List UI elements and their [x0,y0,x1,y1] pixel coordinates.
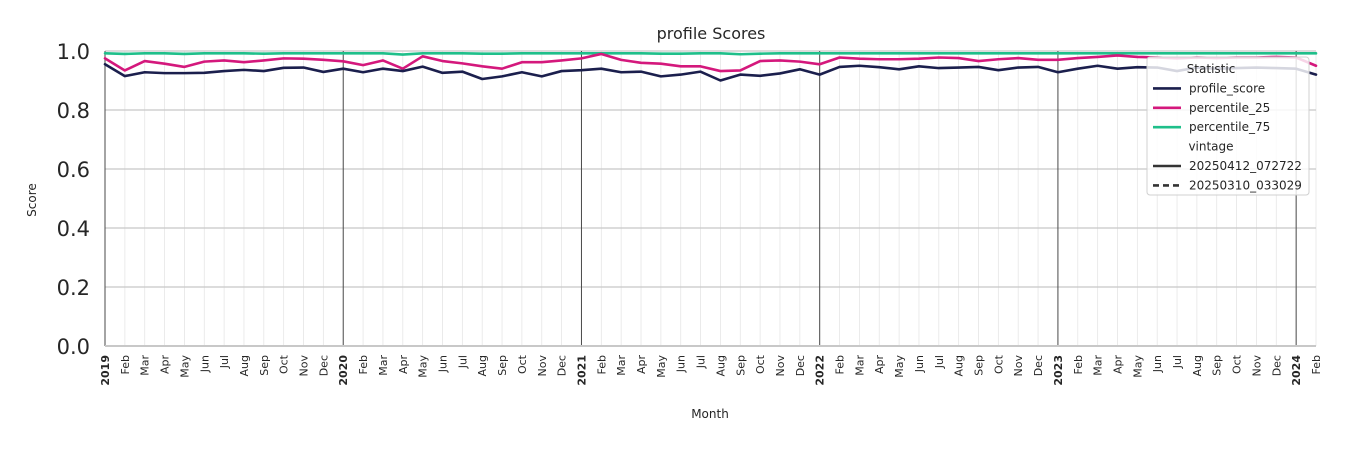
x-tick-label: Dec [1032,355,1045,376]
x-tick-label: Aug [1191,355,1204,376]
x-tick-label: Aug [238,355,251,376]
x-tick-label: Oct [1231,354,1244,374]
x-tick-label: Oct [516,354,529,374]
legend-entry-label: 20250412_072722 [1189,159,1302,173]
y-axis-label: Score [25,183,39,217]
legend-entry-label: percentile_75 [1189,120,1270,134]
x-tick-label: Nov [298,355,311,377]
grid [104,50,1317,347]
x-tick-label: Sep [1211,355,1224,376]
x-tick-label-year: 2019 [99,355,112,386]
series-line-percentile-25 [103,52,1318,73]
y-tick-label: 0.0 [57,335,90,359]
x-tick-label: May [417,355,430,378]
legend-box [1146,56,1310,196]
x-tick-label: Aug [476,355,489,376]
x-tick-label: Nov [774,355,787,377]
legend-header: vintage [1188,140,1233,154]
x-tick-label: Feb [357,355,370,374]
x-tick-label: Nov [1250,355,1263,377]
series-lines [103,52,1318,82]
x-tick-labels: 2019 Feb Mar Apr May Jun Jul Aug Sep Oct Nov Dec 202… [99,354,1323,385]
x-tick-label: Oct [992,354,1005,374]
x-tick-label: May [655,355,668,378]
legend-header: Statistic [1187,62,1236,76]
x-axis-label: Month [691,407,729,421]
x-tick-label: Jun [198,355,211,373]
x-tick-label-year: 2022 [814,355,827,386]
x-tick-label: Aug [714,355,727,376]
x-tick-label: Jun [436,355,449,373]
x-tick-label: May [178,355,191,378]
y-tick-label: 0.6 [57,158,90,182]
legend-entry-label: percentile_25 [1189,101,1270,115]
y-tick-labels: 0.0 0.2 0.4 0.6 0.8 1.0 [57,40,90,359]
x-tick-label: Sep [973,355,986,376]
x-tick-label: Oct [754,354,767,374]
x-tick-label: Sep [496,355,509,376]
x-tick-label: Apr [159,355,172,375]
x-tick-label: Feb [595,355,608,374]
x-tick-label: Jul [933,355,946,369]
x-tick-label: Oct [278,354,291,374]
x-tick-label: Dec [1270,355,1283,376]
x-tick-label-year: 2023 [1052,355,1065,386]
x-tick-label: May [893,355,906,378]
x-tick-label: Aug [953,355,966,376]
x-tick-label-year: 2021 [575,355,588,386]
legend: Statistic profile_score percentile_25perce… [1146,56,1310,196]
x-tick-label: Apr [1111,355,1124,375]
x-tick-label: Jun [675,355,688,373]
y-tick-label: 0.2 [57,276,90,300]
x-tick-label: Dec [556,355,569,376]
axes [104,51,1316,347]
x-tick-label: Jul [1171,355,1184,369]
x-tick-label: Apr [635,355,648,375]
y-tick-label: 1.0 [57,40,90,64]
x-tick-label: Jul [695,355,708,369]
x-tick-label: Dec [317,355,330,376]
x-tick-label: Feb [1072,355,1085,374]
legend-entry-label: 20250310_033029 [1189,178,1302,192]
x-tick-label: Mar [1092,355,1105,376]
x-tick-label: Feb [119,355,132,374]
x-tick-label: Feb [834,355,847,374]
series-line-percentile-75 [103,52,1318,56]
x-tick-label: Apr [873,355,886,375]
x-tick-label-year: 2024 [1290,355,1303,386]
x-tick-label: Nov [1012,355,1025,377]
x-tick-label: Sep [734,355,747,376]
y-tick-label: 0.8 [57,99,90,123]
x-tick-label-year: 2020 [337,355,350,386]
chart-title: profile Scores [657,24,766,43]
x-tick-label: Mar [853,355,866,376]
x-tick-label: May [1131,355,1144,378]
series-line-profile-score [103,62,1318,82]
x-tick-label: Jul [218,355,231,369]
x-tick-label: Mar [615,355,628,376]
x-tick-label: Dec [794,355,807,376]
x-tick-label: Sep [258,355,271,376]
legend-entry-label: profile_score [1189,81,1265,95]
x-tick-label: Mar [139,355,152,376]
x-tick-label: Nov [536,355,549,377]
x-tick-label: Jun [1151,355,1164,373]
x-tick-label: Feb [1310,355,1323,374]
y-tick-label: 0.4 [57,217,90,241]
x-tick-label: Apr [397,355,410,375]
x-tick-label: Jul [456,355,469,369]
x-tick-label: Jun [913,355,926,373]
x-tick-label: Mar [377,355,390,376]
